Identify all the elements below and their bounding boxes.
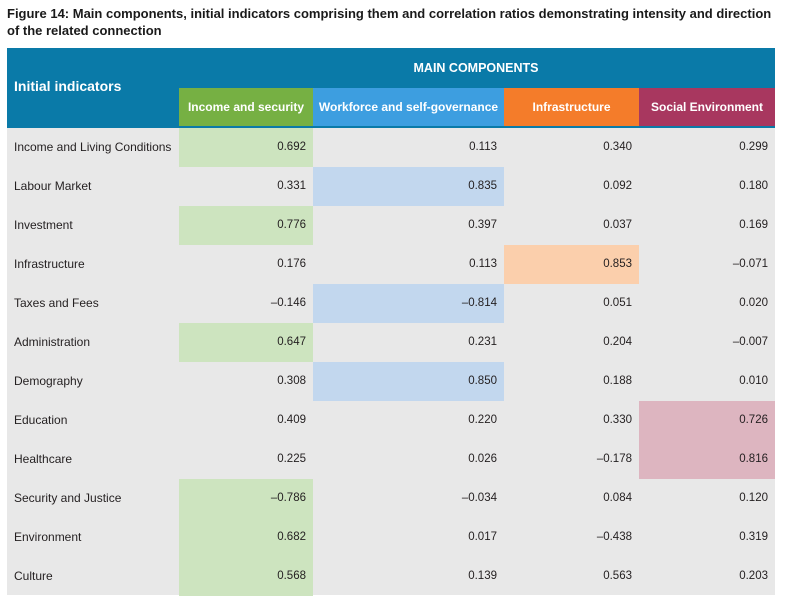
table-cell-infrastructure: 0.084 [603,492,632,504]
row-label: Demography [14,374,83,388]
table-cell-income: 0.776 [277,219,306,231]
table-cell-workforce: 0.026 [468,453,497,465]
highlight-block [504,245,639,284]
table-cell-infrastructure: 0.204 [603,336,632,348]
table-cell-social: 0.010 [739,375,768,387]
row-label: Education [14,413,68,427]
column-header-workforce: Workforce and self-governance [313,88,504,126]
table-cell-workforce: 0.850 [468,375,497,387]
initial-indicators-header: Initial indicators [14,78,122,94]
table-cell-income: 0.647 [277,336,306,348]
table-cell-infrastructure: 0.340 [603,141,632,153]
table-cell-social: 0.180 [739,180,768,192]
column-header-income: Income and security [179,88,313,126]
correlation-table: Initial indicators MAIN COMPONENTS Incom… [7,48,775,596]
table-cell-social: 0.120 [739,492,768,504]
row-label: Income and Living Conditions [14,140,172,154]
highlight-block [179,557,313,596]
highlight-block [639,440,775,479]
main-components-header: MAIN COMPONENTS [413,61,539,75]
table-cell-social: –0.007 [732,336,768,348]
row-label: Culture [14,569,53,583]
table-cell-income: 0.409 [277,414,306,426]
row-label: Environment [14,530,82,544]
table-cell-workforce: 0.113 [469,141,497,153]
table-cell-social: 0.726 [739,414,768,426]
table-cell-social: –0.071 [732,258,768,270]
table-cell-infrastructure: 0.563 [603,570,632,582]
table-cell-income: –0.146 [270,297,306,309]
table-cell-income: 0.692 [277,141,306,153]
highlight-block [313,167,504,206]
table-cell-workforce: 0.231 [468,336,497,348]
row-label: Investment [14,218,73,232]
highlight-block [179,128,313,167]
table-cell-social: 0.020 [739,297,768,309]
table-cell-infrastructure: 0.330 [603,414,632,426]
highlight-block [313,362,504,401]
table-cell-social: 0.203 [739,570,768,582]
column-header-social: Social Environment [639,88,775,126]
table-cell-income: 0.682 [277,531,306,543]
table-cell-workforce: 0.397 [468,219,497,231]
row-label: Administration [14,335,91,349]
table-cell-workforce: 0.113 [469,258,497,270]
highlight-block [179,323,313,362]
table-cell-income: 0.568 [277,570,306,582]
table-cell-income: 0.176 [277,258,306,270]
highlight-block [639,401,775,440]
row-label: Infrastructure [14,257,85,271]
highlight-block [179,518,313,557]
row-label: Security and Justice [14,491,122,505]
table-cell-workforce: 0.017 [468,531,497,543]
figure-caption: Figure 14: Main components, initial indi… [7,6,772,38]
table-cell-infrastructure: –0.178 [596,453,632,465]
table-cell-income: 0.308 [277,375,306,387]
table-cell-workforce: –0.034 [461,492,497,504]
table-cell-infrastructure: 0.051 [603,297,632,309]
table-cell-social: 0.299 [739,141,768,153]
table-cell-workforce: 0.139 [468,570,497,582]
highlight-block [313,284,504,323]
table-cell-income: –0.786 [270,492,306,504]
column-header-infrastructure: Infrastructure [504,88,639,126]
table-cell-infrastructure: 0.037 [603,219,632,231]
highlight-block [179,206,313,245]
highlight-block [179,479,313,518]
row-label: Healthcare [14,452,73,466]
row-label: Taxes and Fees [14,296,99,310]
table-cell-infrastructure: 0.188 [603,375,632,387]
table-cell-workforce: –0.814 [461,297,497,309]
table-cell-income: 0.331 [277,180,306,192]
table-cell-infrastructure: 0.853 [603,258,632,270]
table-cell-infrastructure: –0.438 [596,531,632,543]
table-cell-workforce: 0.835 [468,180,497,192]
table-cell-income: 0.225 [277,453,306,465]
table-cell-social: 0.319 [739,531,768,543]
table-cell-infrastructure: 0.092 [603,180,632,192]
table-cell-social: 0.816 [739,453,768,465]
row-label: Labour Market [14,179,92,193]
table-cell-workforce: 0.220 [468,414,497,426]
table-cell-social: 0.169 [739,219,768,231]
